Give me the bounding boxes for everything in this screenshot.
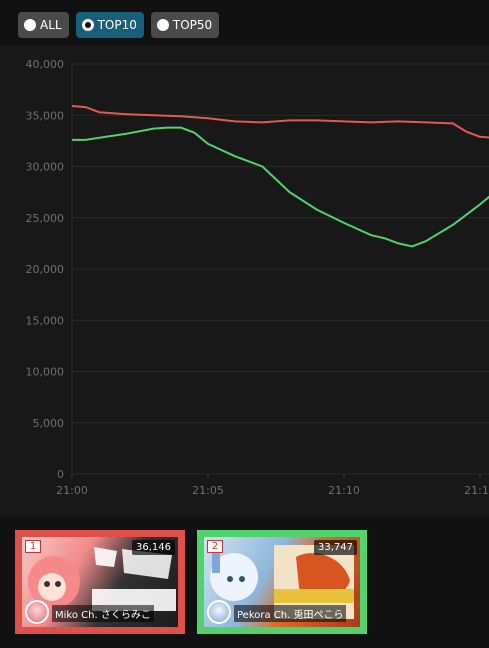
radio-icon — [24, 19, 36, 31]
channel-name: Pekora Ch. 兎田ぺこら — [234, 605, 347, 622]
y-tick-label: 40,000 — [26, 58, 65, 71]
stream-card-2[interactable]: 2 33,747 Pekora Ch. 兎田ぺこら — [197, 530, 367, 634]
stream-thumbnail: 1 36,146 Miko Ch. さくらみこ — [22, 537, 178, 627]
y-tick-label: 0 — [57, 468, 64, 481]
filter-all-button[interactable]: ALL — [18, 12, 69, 38]
x-tick-label: 21:05 — [192, 484, 224, 497]
thumbnail-art — [28, 547, 176, 611]
viewer-count: 36,146 — [132, 540, 175, 555]
y-tick-label: 5,000 — [33, 417, 65, 430]
radio-checked-icon — [81, 19, 94, 31]
filter-group: ALL TOP10 TOP50 — [18, 12, 220, 38]
series-line-2 — [72, 126, 489, 248]
filter-top10-label: TOP10 — [97, 18, 137, 32]
stream-cards: 1 36,146 Miko Ch. さくらみこ 2 33,747 Pekora … — [15, 530, 367, 634]
stream-card-1[interactable]: 1 36,146 Miko Ch. さくらみこ — [15, 530, 185, 634]
channel-name: Miko Ch. さくらみこ — [52, 605, 154, 622]
channel-avatar — [207, 600, 231, 624]
rank-badge: 1 — [25, 540, 41, 553]
filter-all-label: ALL — [40, 18, 62, 32]
y-tick-label: 30,000 — [26, 161, 65, 174]
radio-icon — [156, 19, 169, 31]
y-tick-label: 20,000 — [26, 263, 65, 276]
filter-top50-label: TOP50 — [172, 18, 213, 32]
viewer-line-chart: 40,000 35,000 30,000 25,000 20,000 15,000 10,0… — [26, 58, 489, 497]
y-tick-label: 15,000 — [26, 314, 65, 327]
x-tick-label: 21:10 — [328, 484, 360, 497]
rank-badge: 2 — [207, 540, 223, 553]
filter-top50-button[interactable]: TOP50 — [150, 12, 220, 38]
stream-thumbnail: 2 33,747 Pekora Ch. 兎田ぺこら — [204, 537, 360, 627]
x-tick-label: 21:15 — [464, 484, 489, 497]
x-tick-label: 21:00 — [56, 484, 88, 497]
channel-avatar — [25, 600, 49, 624]
viewer-count: 33,747 — [314, 540, 357, 555]
viewer-chart-panel: 40,000 35,000 30,000 25,000 20,000 15,000 10,0… — [0, 46, 489, 516]
filter-top10-button[interactable]: TOP10 — [75, 12, 144, 38]
y-tick-label: 10,000 — [26, 366, 65, 379]
series-line-1 — [71, 105, 489, 139]
y-tick-label: 25,000 — [26, 212, 65, 225]
y-tick-label: 35,000 — [26, 109, 65, 122]
